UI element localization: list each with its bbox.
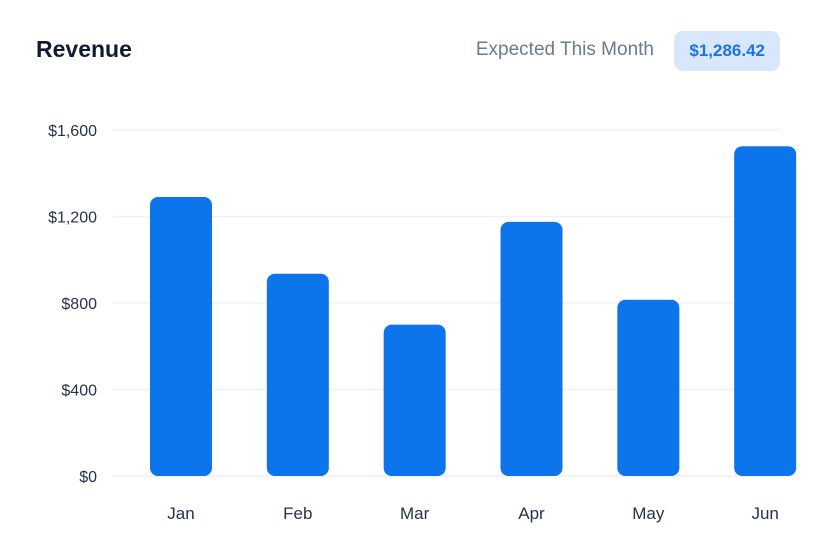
- x-tick-label: Jun: [751, 504, 778, 523]
- x-tick-label: Mar: [400, 504, 430, 523]
- y-tick-label: $800: [61, 296, 97, 313]
- x-tick-label: Apr: [518, 504, 545, 523]
- y-tick-label: $0: [79, 469, 97, 486]
- x-tick-label: Jan: [167, 504, 194, 523]
- bar-jun: [734, 146, 797, 476]
- bar-mar: [383, 324, 446, 476]
- bar-jan: [150, 197, 212, 476]
- bar-apr: [500, 221, 563, 476]
- y-tick-label: $1,600: [48, 123, 97, 140]
- bar-feb: [266, 273, 329, 476]
- expected-value-badge: $1,286.42: [674, 31, 780, 71]
- y-tick-label: $400: [61, 383, 97, 400]
- x-tick-label: May: [632, 504, 665, 523]
- expected-this-month-label: Expected This Month: [475, 39, 654, 60]
- chart-title: Revenue: [36, 36, 132, 62]
- bar-may: [617, 299, 680, 476]
- x-tick-label: Feb: [283, 504, 312, 523]
- y-tick-label: $1,200: [48, 210, 97, 227]
